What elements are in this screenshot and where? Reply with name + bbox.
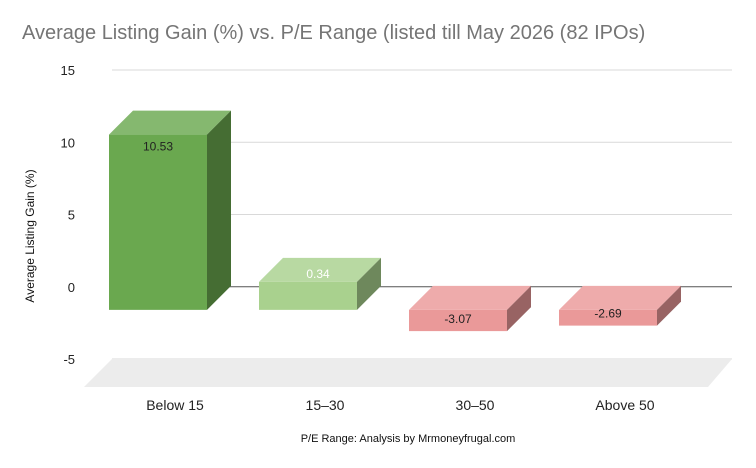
bar: -2.69 (559, 285, 681, 326)
bar-data-label: 10.53 (143, 140, 173, 154)
bar-side (207, 110, 231, 310)
bar-data-label: 0.34 (306, 267, 330, 281)
bar-side (507, 285, 531, 332)
bar: 0.34 (259, 257, 381, 310)
chart-floor (84, 359, 732, 387)
bar-top (109, 110, 231, 135)
y-tick-label: 15 (61, 63, 75, 78)
y-axis-title: Average Listing Gain (%) (23, 169, 37, 302)
bar-side (357, 257, 381, 310)
floor-plane (84, 359, 732, 387)
y-tick-label: 5 (68, 208, 75, 223)
bar-data-label: -3.07 (444, 312, 472, 326)
x-category-label: 15–30 (306, 397, 345, 413)
x-category-label: Below 15 (146, 397, 204, 413)
x-category-labels: Below 15 15–30 30–50 Above 50 (146, 397, 655, 413)
bar: 10.53 (109, 110, 231, 310)
bar-top (259, 257, 381, 282)
bar: -3.07 (409, 285, 531, 332)
bar-front (109, 134, 207, 310)
bar-side (657, 285, 681, 326)
x-category-label: 30–50 (456, 397, 495, 413)
x-axis-title: P/E Range: Analysis by Mrmoneyfrugal.com (301, 433, 516, 445)
y-tick-label: 0 (68, 280, 75, 295)
bar-front (409, 309, 507, 332)
y-tick-label: 10 (61, 135, 75, 150)
bar-front (259, 281, 357, 310)
y-tick-label: -5 (63, 352, 75, 367)
bar-top (409, 285, 531, 310)
bars: 10.53 0.34 -3.07 -2.69 (109, 110, 681, 332)
bar-data-label: -2.69 (594, 307, 622, 321)
y-tick-labels: 15 10 5 0 -5 (61, 63, 75, 367)
chart-title: Average Listing Gain (%) vs. P/E Range (… (22, 22, 646, 44)
bar-front (559, 309, 657, 326)
bar-top (559, 285, 681, 310)
x-category-label: Above 50 (595, 397, 654, 413)
